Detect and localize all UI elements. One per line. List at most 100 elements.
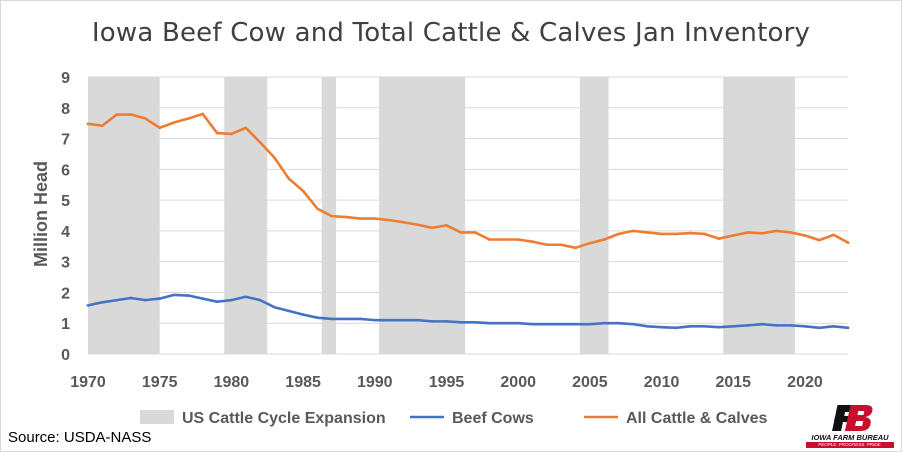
point-all-cattle-calves-2010 [660, 232, 663, 236]
point-beef-cows-1974 [144, 298, 147, 302]
logo-tagline: PEOPLE. PROGRESS. PRIDE. [806, 442, 894, 448]
y-tick-5: 5 [61, 193, 70, 210]
point-all-cattle-calves-2016 [746, 231, 749, 234]
point-all-cattle-calves-1970 [86, 122, 90, 126]
point-all-cattle-calves-2002 [545, 243, 549, 247]
legend-swatch-us-cattle-cycle-expansion [140, 410, 174, 424]
point-all-cattle-calves-1984 [287, 177, 291, 180]
point-beef-cows-2013 [703, 325, 706, 328]
x-tick-2015: 2015 [715, 374, 751, 391]
point-beef-cows-2014 [717, 325, 721, 329]
point-beef-cows-1987 [330, 317, 334, 321]
point-beef-cows-1986 [316, 316, 319, 319]
point-beef-cows-2008 [631, 322, 635, 326]
point-beef-cows-1988 [344, 317, 348, 321]
point-all-cattle-calves-1996 [459, 231, 463, 234]
point-all-cattle-calves-1974 [144, 117, 147, 120]
point-beef-cows-1982 [258, 298, 262, 302]
series-line-all-cattle-calves [86, 112, 850, 250]
point-all-cattle-calves-1982 [258, 140, 262, 144]
point-beef-cows-2018 [775, 324, 778, 327]
point-all-cattle-calves-2023 [846, 241, 850, 244]
point-all-cattle-calves-2004 [574, 246, 577, 250]
expansion-band-3 [379, 77, 466, 354]
point-all-cattle-calves-1973 [129, 113, 133, 116]
point-all-cattle-calves-1975 [158, 126, 161, 130]
point-beef-cows-1976 [172, 293, 176, 297]
point-beef-cows-2022 [832, 325, 835, 328]
point-all-cattle-calves-1985 [301, 189, 305, 193]
expansion-bands [88, 77, 795, 354]
point-all-cattle-calves-2011 [674, 232, 678, 236]
point-all-cattle-calves-1978 [201, 112, 205, 116]
x-tick-1995: 1995 [429, 374, 465, 391]
point-all-cattle-calves-1990 [373, 217, 377, 220]
point-all-cattle-calves-1972 [115, 113, 118, 116]
point-all-cattle-calves-1995 [445, 224, 448, 227]
point-beef-cows-1972 [115, 298, 118, 302]
x-tick-2010: 2010 [644, 374, 680, 391]
chart-title: Iowa Beef Cow and Total Cattle & Calves … [91, 18, 811, 48]
point-all-cattle-calves-2006 [602, 238, 606, 241]
x-tick-1980: 1980 [214, 374, 250, 391]
point-all-cattle-calves-2017 [760, 232, 764, 235]
point-beef-cows-2021 [818, 326, 821, 330]
x-tick-1985: 1985 [285, 374, 321, 391]
point-all-cattle-calves-1998 [488, 238, 491, 241]
point-beef-cows-2020 [803, 325, 807, 328]
point-all-cattle-calves-2013 [703, 232, 706, 236]
point-all-cattle-calves-2015 [731, 234, 735, 237]
point-beef-cows-1990 [373, 318, 377, 322]
y-axis-label: Million Head [31, 161, 51, 267]
point-all-cattle-calves-1991 [387, 218, 391, 222]
y-tick-7: 7 [61, 132, 70, 149]
point-all-cattle-calves-2003 [559, 243, 563, 247]
legend-label-beef-cows: Beef Cows [452, 410, 534, 427]
legend-label-us-cattle-cycle-expansion: US Cattle Cycle Expansion [182, 410, 386, 427]
point-all-cattle-calves-2019 [789, 231, 792, 234]
logo-name: IOWA FARM BUREAU [811, 433, 889, 442]
y-tick-3: 3 [61, 255, 70, 272]
point-all-cattle-calves-2001 [531, 240, 534, 243]
point-beef-cows-2005 [588, 322, 592, 326]
y-tick-6: 6 [61, 162, 70, 179]
point-all-cattle-calves-1981 [244, 126, 248, 130]
point-beef-cows-1973 [129, 296, 133, 300]
point-all-cattle-calves-1983 [273, 156, 276, 159]
point-beef-cows-1970 [86, 304, 90, 307]
point-all-cattle-calves-2005 [588, 241, 592, 245]
point-all-cattle-calves-1997 [473, 231, 477, 234]
point-all-cattle-calves-1992 [402, 220, 405, 224]
point-beef-cows-1991 [387, 318, 391, 322]
point-all-cattle-calves-1980 [230, 132, 233, 136]
point-all-cattle-calves-2007 [617, 232, 620, 236]
point-all-cattle-calves-1979 [215, 131, 219, 135]
point-all-cattle-calves-2022 [832, 233, 835, 237]
x-tick-2020: 2020 [787, 374, 823, 391]
y-tick-8: 8 [61, 101, 70, 118]
point-all-cattle-calves-2014 [717, 237, 721, 240]
x-tick-2000: 2000 [500, 374, 536, 391]
point-beef-cows-1985 [301, 313, 305, 316]
point-beef-cows-1978 [201, 297, 205, 300]
point-all-cattle-calves-2000 [516, 238, 520, 241]
point-beef-cows-2007 [617, 321, 620, 325]
point-all-cattle-calves-2008 [631, 229, 635, 233]
point-beef-cows-2003 [559, 322, 563, 326]
point-beef-cows-1992 [402, 318, 405, 322]
point-beef-cows-1994 [430, 320, 434, 323]
point-beef-cows-1983 [273, 305, 276, 309]
point-all-cattle-calves-1987 [330, 214, 334, 218]
iowa-farm-bureau-logo: IOWA FARM BUREAU PEOPLE. PROGRESS. PRIDE… [804, 403, 896, 449]
y-tick-1: 1 [61, 316, 70, 333]
point-all-cattle-calves-2012 [688, 231, 692, 235]
legend-label-all-cattle-calves: All Cattle & Calves [626, 410, 767, 427]
gridlines [88, 76, 848, 355]
point-beef-cows-1975 [158, 297, 161, 300]
expansion-band-4 [579, 77, 609, 354]
point-beef-cows-2004 [574, 322, 577, 326]
point-beef-cows-2010 [660, 325, 663, 329]
expansion-band-0 [88, 77, 160, 354]
point-beef-cows-1977 [187, 294, 190, 297]
source-note: Source: USDA-NASS [8, 429, 152, 446]
